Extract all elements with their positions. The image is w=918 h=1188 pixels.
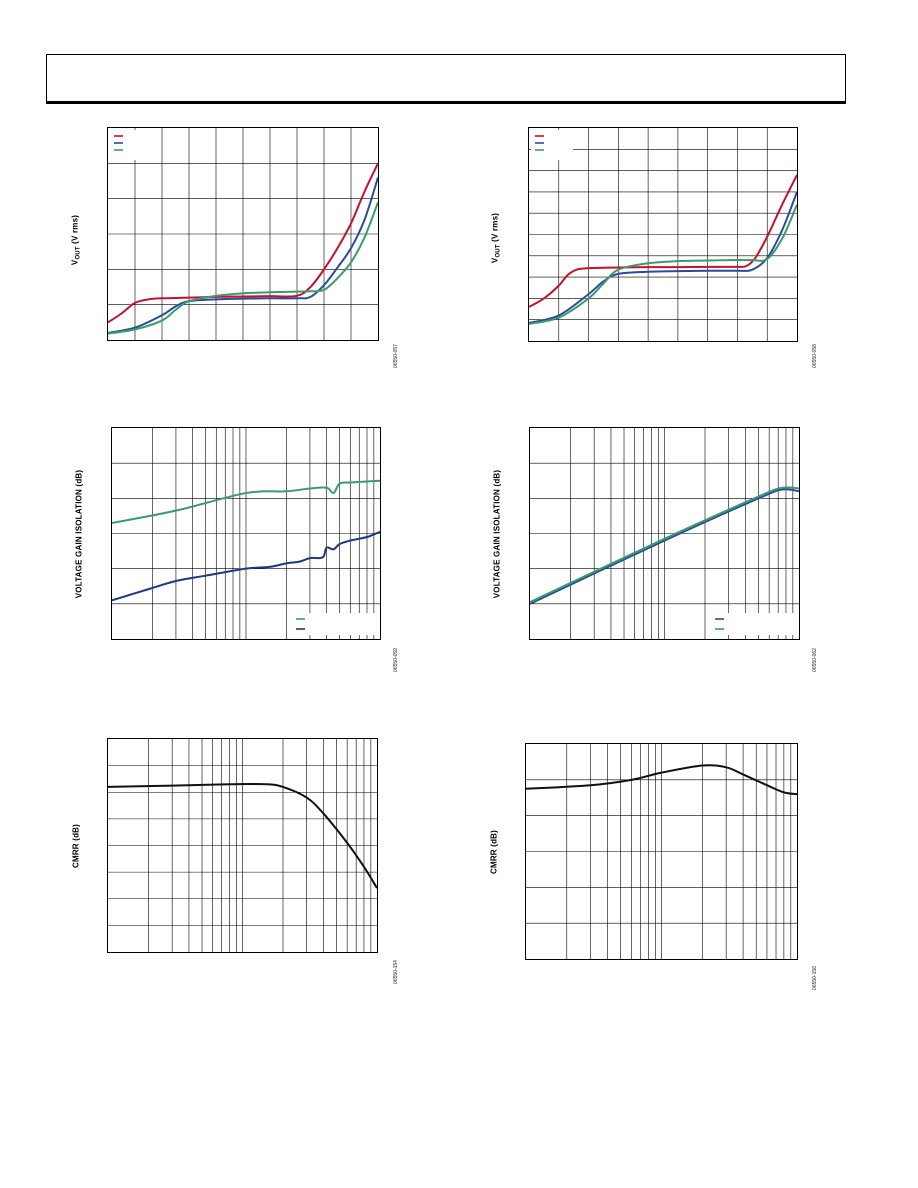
ylabel-vout-right: VOUT (V rms) [491, 213, 502, 263]
series-line-red [108, 162, 378, 324]
series-line-blue [108, 177, 378, 334]
series-line-black [526, 764, 797, 796]
plot-vout-right [528, 127, 798, 342]
ylabel-sub: OUT [75, 246, 82, 260]
plot-vout-left [107, 127, 379, 341]
series-line-black [108, 783, 377, 889]
legend-background [713, 613, 795, 635]
ylabel-main: V [70, 259, 80, 266]
legend [531, 130, 573, 160]
series-line-navy [112, 530, 380, 602]
figure-id: 06550-057 [393, 344, 399, 368]
figure-id: 06550-059 [393, 648, 399, 672]
plot-cmrr-right [525, 743, 798, 960]
figure-id: 06550-058 [812, 344, 818, 368]
figure-id: 06550-156 [812, 966, 818, 990]
legend-background [294, 613, 376, 635]
ylabel-isolation-left: VOLTAGE GAIN ISOLATION (dB) [74, 469, 84, 599]
ylabel-cmrr-left: CMRR (dB) [71, 823, 81, 869]
ylabel-vout-left: VOUT (V rms) [71, 215, 82, 265]
ylabel-cmrr-right: CMRR (dB) [489, 829, 499, 875]
legend [294, 613, 376, 635]
page-header [46, 54, 846, 102]
chart-svg [108, 128, 378, 340]
legend [110, 130, 152, 160]
legend-background [531, 130, 573, 160]
chart-svg [108, 739, 377, 952]
plot-isolation-right [529, 427, 800, 640]
ylabel-sub: OUT [495, 244, 502, 258]
series-line-blue [530, 488, 799, 605]
plot-cmrr-left [107, 738, 378, 953]
ylabel-rest: (V rms) [490, 212, 500, 245]
header-rule [46, 102, 846, 104]
figure-id: 06550-062 [812, 648, 818, 672]
chart-svg [530, 428, 799, 639]
series-line-green [108, 201, 378, 335]
legend-background [110, 130, 152, 160]
series-line-green [529, 204, 797, 325]
chart-svg [526, 744, 797, 959]
ylabel-main: V [490, 257, 500, 264]
plot-isolation-left [111, 427, 381, 640]
series-line-green [530, 486, 799, 603]
chart-svg [112, 428, 380, 639]
figure-id: 06550-154 [393, 960, 399, 984]
ylabel-isolation-right: VOLTAGE GAIN ISOLATION (dB) [492, 469, 502, 599]
series-line-green [112, 479, 380, 524]
legend [713, 613, 795, 635]
chart-svg [529, 128, 797, 341]
series-line-red [529, 174, 797, 308]
ylabel-rest: (V rms) [70, 214, 80, 247]
